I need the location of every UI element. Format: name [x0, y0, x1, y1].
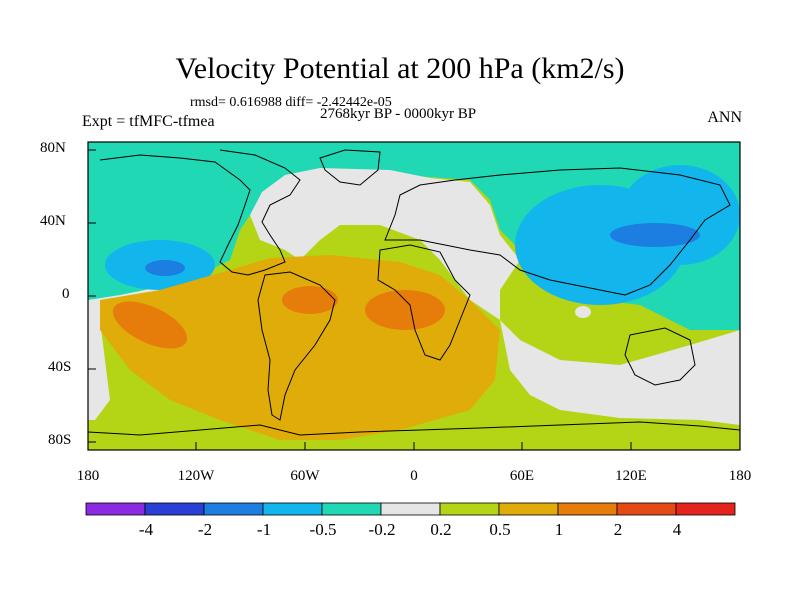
colorbar-label: -4 [138, 520, 154, 539]
coastline-greenland [319, 149, 381, 186]
coastline-eurasia [384, 167, 731, 296]
field-minimum-asia-east [620, 165, 740, 265]
axis-ticks [87, 149, 741, 450]
colorbar-swatch [557, 502, 618, 516]
colorbar-label: -0.5 [309, 520, 337, 539]
coastline-south-america [257, 271, 336, 421]
field-maximum-africa [365, 290, 445, 330]
coastline-antarctica [88, 421, 740, 436]
colorbar-swatch [675, 502, 736, 516]
period-label: 2768kyr BP - 0000kyr BP [320, 106, 477, 122]
field-minimum-asia-core [610, 223, 700, 247]
coastline-australia [624, 327, 696, 386]
field-island-neutral [575, 306, 591, 318]
lon-label: 180 [76, 468, 100, 484]
field-band-neutral-indian [500, 320, 740, 425]
colorbar-swatch [203, 502, 264, 516]
coastline-africa [377, 244, 471, 361]
season-label: ANN [707, 109, 742, 126]
colorbar-swatch [616, 502, 677, 516]
lat-label: 40N [40, 213, 66, 229]
lon-label: 0 [410, 468, 418, 484]
lat-label: 80N [40, 140, 66, 156]
colorbar-swatch [85, 502, 146, 516]
colorbar-label: 0.2 [430, 520, 452, 539]
colorbar-swatch [321, 502, 382, 516]
lon-label: 60E [509, 468, 535, 484]
field-band-neutral-west [88, 320, 110, 420]
field-band-neutral-atlantic [250, 168, 520, 320]
figure-title: Velocity Potential at 200 hPa (km2/s) [175, 52, 625, 85]
lon-label: 120W [177, 468, 215, 484]
experiment-label: Expt = tfMFC-tfmea [82, 113, 215, 130]
lat-label: 40S [48, 359, 72, 375]
lon-label: 120E [615, 468, 647, 484]
velocity-potential-field [88, 142, 740, 450]
colorbar-label: -1 [256, 520, 272, 539]
colorbar-swatch [380, 502, 441, 516]
lat-label: 80S [48, 432, 72, 448]
colorbar-label: 2 [613, 520, 623, 539]
coastline-north-america [99, 149, 301, 276]
field-minimum-pacific-core [145, 260, 185, 276]
colorbar-swatch [262, 502, 323, 516]
colorbar-swatch [439, 502, 500, 516]
colorbar-label: 0.5 [489, 520, 511, 539]
colorbar-swatch [498, 502, 559, 516]
lon-label: 60W [290, 468, 320, 484]
colorbar-label: -2 [197, 520, 213, 539]
colorbar-label: 1 [554, 520, 564, 539]
lat-label: 0 [62, 286, 70, 302]
coastlines [88, 149, 740, 436]
colorbar [85, 502, 736, 516]
colorbar-label: 4 [672, 520, 682, 539]
field-maximum-pacific [112, 301, 188, 349]
field-maximum-amazon [282, 286, 338, 314]
stats-line: rmsd= 0.616988 diff= -2.42442e-05 [190, 95, 392, 110]
colorbar-swatch [144, 502, 205, 516]
colorbar-label: -0.2 [368, 520, 396, 539]
lon-label: 180 [728, 468, 752, 484]
